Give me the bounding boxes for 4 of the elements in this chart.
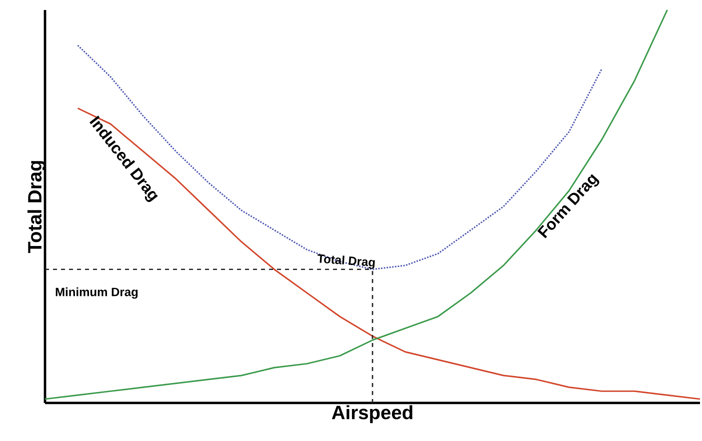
ref-line-label: Minimum Drag bbox=[56, 287, 138, 299]
series-label: Total Drag bbox=[318, 254, 375, 269]
x-axis-title: Airspeed bbox=[332, 405, 412, 424]
y-axis-title: Total Drag bbox=[27, 161, 46, 254]
